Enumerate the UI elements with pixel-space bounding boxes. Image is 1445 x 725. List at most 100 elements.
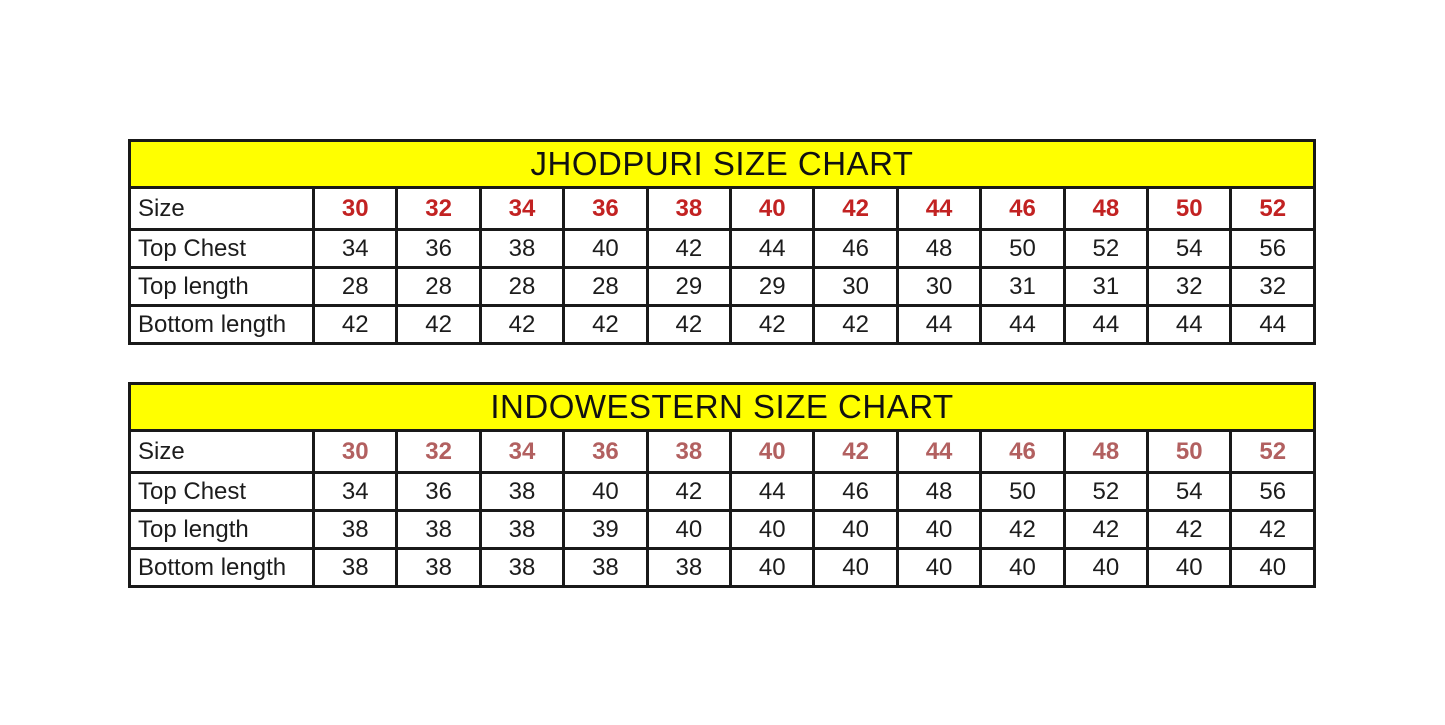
table-cell: 32 (1229, 266, 1316, 307)
table-cell: 42 (812, 186, 899, 231)
table-title-row: JHODPURI SIZE CHART (128, 139, 1316, 189)
table-cell: 38 (645, 429, 733, 474)
table-cell: 46 (812, 228, 899, 269)
table-row: Bottom length 42 42 42 42 42 42 42 44 44 44 44 44 (128, 304, 1316, 345)
table-cell: 28 (311, 266, 399, 307)
table-cell: 30 (311, 186, 399, 231)
table-cell: 48 (895, 471, 983, 512)
table-cell: 28 (562, 266, 649, 307)
table-cell: 38 (562, 547, 649, 588)
table-cell: 29 (729, 266, 816, 307)
table-cell: 40 (1146, 547, 1233, 588)
table-cell: 34 (478, 186, 566, 231)
chart-title: INDOWESTERN SIZE CHART (128, 382, 1316, 432)
table-cell: 46 (979, 186, 1066, 231)
row-label: Top Chest (128, 228, 315, 269)
indowestern-table: INDOWESTERN SIZE CHART Size 30 32 34 36 38 40 4… (128, 382, 1316, 588)
table-cell: 40 (895, 547, 983, 588)
row-label: Top length (128, 266, 315, 307)
table-cell: 38 (478, 228, 566, 269)
table-cell: 44 (729, 228, 816, 269)
table-cell: 44 (1062, 304, 1150, 345)
table-cell: 40 (979, 547, 1066, 588)
table-cell: 31 (979, 266, 1066, 307)
table-cell: 40 (729, 186, 816, 231)
indowestern-size-chart: INDOWESTERN SIZE CHART Size 30 32 34 36 38 40 4… (128, 382, 1316, 588)
table-cell: 28 (478, 266, 566, 307)
table-cell: 36 (395, 228, 482, 269)
table-cell: 42 (979, 509, 1066, 550)
table-cell: 40 (812, 509, 899, 550)
table-cell: 29 (645, 266, 733, 307)
table-cell: 42 (1062, 509, 1150, 550)
table-cell: 34 (478, 429, 566, 474)
row-label: Bottom length (128, 547, 315, 588)
table-cell: 56 (1229, 228, 1316, 269)
table-row: Bottom length 38 38 38 38 38 40 40 40 40 40 40 40 (128, 547, 1316, 588)
table-cell: 39 (562, 509, 649, 550)
table-cell: 48 (1062, 429, 1150, 474)
table-cell: 42 (1229, 509, 1316, 550)
table-cell: 28 (395, 266, 482, 307)
table-cell: 50 (979, 228, 1066, 269)
table-cell: 38 (645, 547, 733, 588)
table-cell: 38 (478, 547, 566, 588)
table-row: Top Chest 34 36 38 40 42 44 46 48 50 52 54 56 (128, 228, 1316, 269)
table-cell: 42 (645, 304, 733, 345)
table-cell: 44 (729, 471, 816, 512)
table-cell: 48 (895, 228, 983, 269)
table-cell: 50 (979, 471, 1066, 512)
table-cell: 42 (812, 429, 899, 474)
table-cell: 38 (478, 471, 566, 512)
jhodpuri-size-chart: JHODPURI SIZE CHART Size 30 32 34 36 38 40 42 44… (128, 139, 1316, 345)
table-cell: 38 (395, 547, 482, 588)
table-title-row: INDOWESTERN SIZE CHART (128, 382, 1316, 432)
table-cell: 44 (1146, 304, 1233, 345)
table-cell: 56 (1229, 471, 1316, 512)
table-cell: 46 (979, 429, 1066, 474)
table-cell: 32 (1146, 266, 1233, 307)
table-cell: 52 (1229, 186, 1316, 231)
table-cell: 42 (395, 304, 482, 345)
table-cell: 54 (1146, 228, 1233, 269)
table-cell: 50 (1146, 429, 1233, 474)
table-cell: 42 (729, 304, 816, 345)
table-cell: 48 (1062, 186, 1150, 231)
table-cell: 38 (395, 509, 482, 550)
table-cell: 30 (895, 266, 983, 307)
table-cell: 46 (812, 471, 899, 512)
row-label: Top length (128, 509, 315, 550)
table-cell: 52 (1062, 471, 1150, 512)
jhodpuri-table: JHODPURI SIZE CHART Size 30 32 34 36 38 40 42 44… (128, 139, 1316, 345)
table-cell: 36 (562, 429, 649, 474)
table-cell: 40 (1062, 547, 1150, 588)
table-cell: 32 (395, 186, 482, 231)
table-cell: 36 (395, 471, 482, 512)
row-label: Size (128, 429, 315, 474)
table-row: Top length 28 28 28 28 29 29 30 30 31 31 32 32 (128, 266, 1316, 307)
row-label: Bottom length (128, 304, 315, 345)
table-cell: 42 (311, 304, 399, 345)
table-row: Size 30 32 34 36 38 40 42 44 46 48 50 52 (128, 429, 1316, 474)
chart-title: JHODPURI SIZE CHART (128, 139, 1316, 189)
table-cell: 36 (562, 186, 649, 231)
table-cell: 42 (645, 228, 733, 269)
table-cell: 44 (895, 304, 983, 345)
table-cell: 44 (895, 429, 983, 474)
table-cell: 30 (311, 429, 399, 474)
table-cell: 40 (729, 547, 816, 588)
table-cell: 40 (645, 509, 733, 550)
table-cell: 44 (895, 186, 983, 231)
table-cell: 44 (1229, 304, 1316, 345)
table-cell: 40 (729, 509, 816, 550)
table-cell: 38 (645, 186, 733, 231)
row-label: Size (128, 186, 315, 231)
table-cell: 40 (812, 547, 899, 588)
table-cell: 40 (562, 228, 649, 269)
table-cell: 38 (478, 509, 566, 550)
table-cell: 42 (645, 471, 733, 512)
table-row: Top length 38 38 38 39 40 40 40 40 42 42 42 42 (128, 509, 1316, 550)
table-cell: 52 (1062, 228, 1150, 269)
table-cell: 42 (478, 304, 566, 345)
table-cell: 34 (311, 471, 399, 512)
